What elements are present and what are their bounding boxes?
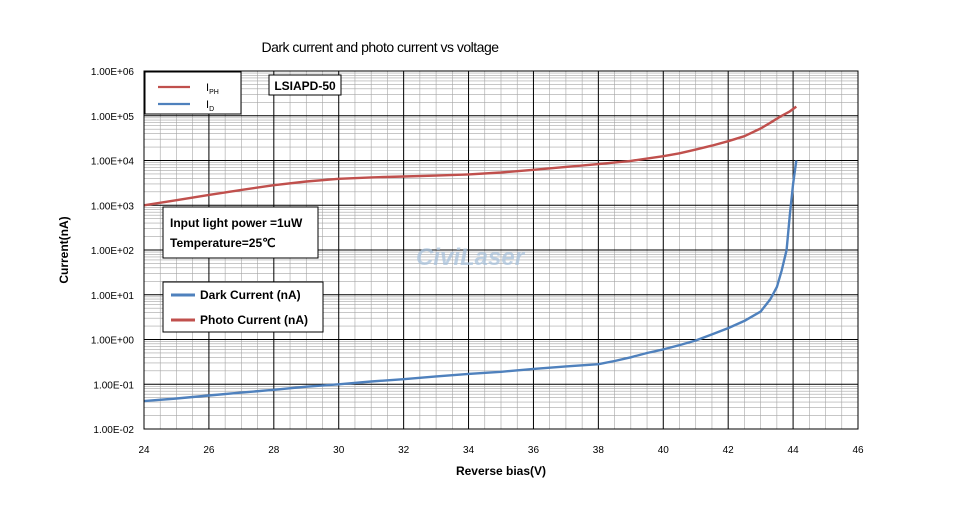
legend-dark-label: Dark Current (nA) (200, 288, 301, 302)
x-tick-label: 34 (463, 445, 475, 456)
legend-top: IPH ID (144, 71, 242, 115)
series-photo-current (143, 105, 798, 207)
x-tick-label: 46 (852, 445, 864, 456)
x-tick-label: 28 (268, 445, 280, 456)
x-tick-label: 26 (203, 445, 215, 456)
y-tick-label: 1.00E+00 (91, 336, 135, 347)
legend-d-sub: D (209, 106, 214, 113)
legend-ph-label: IPH (206, 82, 219, 96)
x-axis-label: Reverse bias(V) (456, 464, 546, 478)
legend-inner: Dark Current (nA) Photo Current (nA) (162, 281, 324, 333)
legend-inner-box (162, 281, 324, 333)
y-tick-label: 1.00E+01 (91, 291, 135, 302)
x-tick-label: 40 (658, 445, 670, 456)
y-tick-label: 1.00E+02 (91, 246, 135, 257)
watermark: CiviLaser (416, 244, 526, 271)
conditions-box (162, 206, 319, 259)
y-axis-ticks: 1.00E-02 1.00E-01 1.00E+00 1.00E+01 1.00E+02… (91, 67, 135, 436)
legend-photo-label: Photo Current (nA) (200, 313, 308, 327)
x-tick-label: 24 (138, 445, 150, 456)
x-tick-label: 42 (723, 445, 735, 456)
plot-frame (143, 70, 859, 430)
y-tick-label: 1.00E-01 (93, 380, 134, 391)
model-box (268, 74, 342, 96)
y-tick-label: 1.00E+05 (91, 112, 135, 123)
x-tick-label: 38 (593, 445, 605, 456)
y-axis-label: Current(nA) (57, 216, 71, 283)
x-axis-ticks: 24 26 28 30 32 34 36 38 40 42 44 46 (138, 445, 864, 456)
y-tick-label: 1.00E+04 (91, 157, 135, 168)
model-label: LSIAPD-50 (274, 79, 336, 93)
conditions-annotation: Input light power =1uW Temperature=25℃ (162, 206, 319, 259)
x-tick-label: 32 (398, 445, 410, 456)
x-tick-label: 36 (528, 445, 540, 456)
legend-ph-sub: PH (209, 89, 219, 96)
legend-top-box (144, 71, 242, 115)
series-layer (143, 105, 798, 403)
y-tick-label: 1.00E+03 (91, 201, 135, 212)
model-annotation: LSIAPD-50 (268, 74, 342, 96)
legend-d-main: I (206, 99, 209, 111)
y-tick-label: 1.00E+06 (91, 67, 135, 78)
chart-title: Dark current and photo current vs voltag… (261, 39, 499, 55)
y-tick-label: 1.00E-02 (93, 425, 134, 436)
x-tick-label: 30 (333, 445, 345, 456)
condition-light-power: Input light power =1uW (170, 216, 303, 230)
condition-temperature: Temperature=25℃ (170, 236, 276, 250)
legend-d-label: ID (206, 99, 214, 113)
x-tick-label: 44 (788, 445, 800, 456)
legend-ph-main: I (206, 82, 209, 94)
series-dark-current (143, 160, 798, 403)
